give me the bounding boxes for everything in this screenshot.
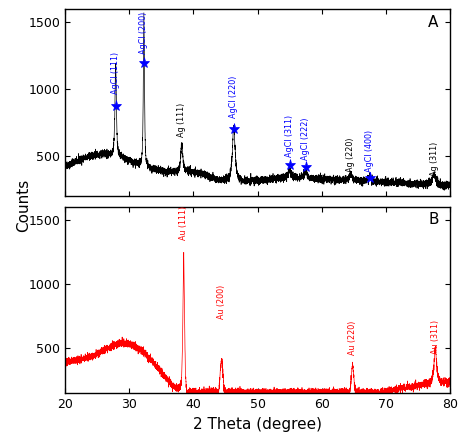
Text: Ag (111): Ag (111): [177, 103, 186, 137]
Text: AgCl (222): AgCl (222): [300, 117, 309, 160]
Text: Au (311): Au (311): [430, 320, 439, 354]
Text: Counts: Counts: [16, 179, 31, 232]
Text: AgCl (111): AgCl (111): [111, 52, 120, 94]
Text: AgCl (220): AgCl (220): [229, 76, 238, 118]
Text: Ag (220): Ag (220): [345, 137, 354, 172]
Text: Au (111): Au (111): [179, 206, 188, 240]
Text: B: B: [427, 212, 438, 228]
X-axis label: 2 Theta (degree): 2 Theta (degree): [193, 417, 321, 432]
Text: AgCl (200): AgCl (200): [139, 12, 148, 54]
Text: Au (220): Au (220): [347, 320, 356, 355]
Text: AgCl (311): AgCl (311): [284, 115, 294, 157]
Text: Ag (311): Ag (311): [429, 142, 438, 176]
Text: Au (200): Au (200): [217, 285, 225, 319]
Text: AgCl (400): AgCl (400): [364, 130, 374, 172]
Text: A: A: [427, 15, 438, 30]
